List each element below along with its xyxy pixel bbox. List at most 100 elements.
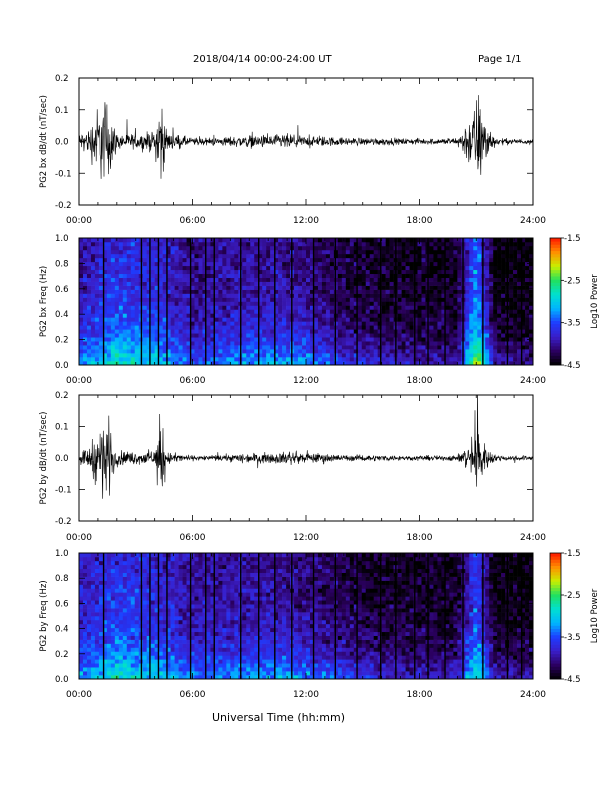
spectrogram-cell: [521, 301, 526, 306]
spectrogram-cell: [182, 285, 187, 290]
spectrogram-cell: [401, 325, 406, 330]
spectrogram-cell: [206, 241, 211, 247]
spectrogram-cell: [222, 265, 227, 271]
spectrogram-cell: [282, 245, 287, 251]
spectrogram-cell: [210, 345, 215, 350]
spectrogram-cell: [214, 305, 219, 310]
spectrogram-cell: [437, 329, 442, 334]
spectrogram-cell: [377, 245, 382, 251]
spectrogram-cell: [90, 584, 96, 589]
spectrogram-cell: [525, 269, 530, 275]
spectrogram-cell: [302, 301, 307, 306]
spectrogram-cell: [110, 619, 116, 625]
spectrogram-cell: [222, 321, 227, 326]
spectrogram-cell: [270, 357, 275, 362]
spectrogram-cell: [154, 675, 159, 680]
spectrogram-cell: [114, 253, 120, 259]
spectrogram-cell: [409, 317, 414, 322]
spectrogram-cell: [234, 301, 239, 306]
spectrogram-cell: [90, 635, 96, 640]
spectrogram-cell: [509, 309, 514, 314]
spectrogram-cell: [218, 238, 223, 243]
spectrogram-cell: [186, 553, 191, 558]
spectrogram-cell: [86, 285, 92, 290]
spectrogram-cell: [409, 273, 414, 278]
spectrogram-cell: [465, 317, 470, 322]
spectrogram-cell: [433, 301, 438, 306]
spectrogram-cell: [385, 245, 390, 251]
spectrogram-cell: [282, 269, 287, 275]
spectrogram-cell: [206, 269, 211, 275]
spectrogram-cell: [130, 261, 136, 267]
spectrogram-cell: [158, 604, 163, 609]
spectrogram-cell: [234, 297, 239, 302]
spectrogram-cell: [158, 265, 163, 271]
spectrogram-cell: [493, 241, 498, 247]
spectrogram-cell: [154, 241, 159, 247]
spectrogram-cell: [202, 619, 207, 625]
spectrogram-cell: [86, 592, 92, 597]
spectrogram-cell: [114, 619, 120, 625]
spectrogram-cell: [86, 241, 92, 247]
spectrogram-cell: [377, 341, 382, 346]
spectrogram-cell: [158, 667, 163, 672]
spectrogram-cell: [86, 631, 92, 636]
spectrogram-cell: [150, 580, 155, 585]
spectrogram-cell: [166, 285, 171, 290]
spectrogram-cell: [110, 238, 116, 243]
spectrogram-cell: [194, 592, 199, 597]
spectrogram-cell: [465, 353, 470, 358]
spectrogram-cell: [114, 560, 120, 566]
spectrogram-cell: [82, 281, 88, 286]
spectrogram-cell: [286, 341, 291, 346]
spectrogram-cell: [497, 293, 502, 298]
spectrogram-cell: [102, 647, 108, 652]
spectrogram-cell: [381, 317, 386, 322]
spectrogram-cell: [146, 329, 151, 334]
spectrogram-cell: [166, 560, 171, 566]
spectrogram-cell: [421, 321, 426, 326]
spectrogram-cell: [134, 281, 140, 286]
spectrogram-cell: [517, 273, 522, 278]
spectrogram-cell: [86, 671, 92, 676]
spectrogram-cell: [433, 297, 438, 302]
spectrogram-cell: [79, 349, 84, 354]
spectrogram-cell: [130, 293, 136, 298]
spectrogram-cell: [79, 285, 84, 290]
spectrogram-cell: [98, 361, 104, 366]
spectrogram-cell: [130, 361, 136, 366]
spectrogram-cell: [114, 309, 120, 314]
spectrogram-cell: [182, 612, 187, 617]
spectrogram-cell: [477, 293, 482, 298]
spectrogram-cell: [90, 576, 96, 581]
spectrogram-cell: [114, 588, 120, 593]
spectrogram-cell: [90, 265, 96, 271]
spectrogram-cell: [186, 568, 191, 573]
spectrogram-cell: [126, 651, 132, 656]
spectrogram-cell: [194, 588, 199, 593]
spectrogram-cell: [441, 333, 446, 338]
spectrogram-cell: [118, 631, 124, 636]
spectrogram-cell: [118, 655, 124, 660]
spectrogram-cell: [429, 265, 434, 271]
spectrogram-cell: [226, 349, 231, 354]
spectrogram-cell: [158, 596, 163, 601]
spectrogram-cell: [302, 345, 307, 350]
spectrogram-cell: [421, 293, 426, 298]
spectrogram-cell: [126, 568, 132, 573]
spectrogram-cell: [266, 297, 271, 302]
spectrogram-cell: [453, 313, 458, 318]
spectrogram-cell: [194, 675, 199, 680]
spectrogram-cell: [198, 329, 203, 334]
spectrogram-cell: [134, 341, 140, 346]
spectrogram-cell: [166, 568, 171, 573]
spectrogram-cell: [365, 281, 371, 286]
spectrogram-cell: [79, 675, 84, 680]
spectrogram-cell: [86, 265, 92, 271]
spectrogram-cell: [126, 253, 132, 259]
spectrogram-cell: [234, 249, 239, 255]
spectrogram-cell: [397, 329, 402, 334]
spectrogram-cell: [306, 333, 311, 338]
spectrogram-cell: [417, 349, 422, 354]
spectrogram-cell: [385, 345, 390, 350]
